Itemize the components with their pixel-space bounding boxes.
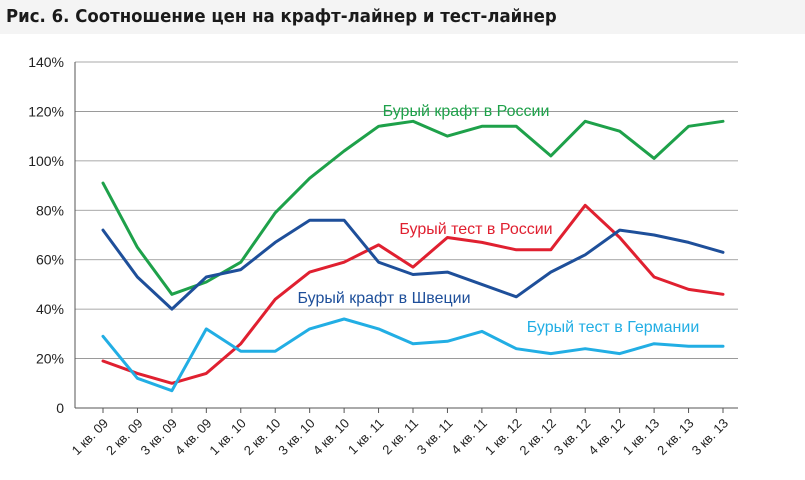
series-label: Бурый тест в России bbox=[399, 221, 552, 238]
y-tick-label: 40% bbox=[36, 301, 64, 317]
x-tick-label: 3 кв. 09 bbox=[137, 416, 180, 459]
x-tick-label: 3 кв. 10 bbox=[275, 416, 318, 459]
series-line bbox=[101, 203, 725, 385]
x-tick-label: 4 кв. 11 bbox=[448, 416, 490, 458]
y-tick-label: 20% bbox=[36, 351, 64, 367]
line-chart: 0 20% 40% 60% 80% 100% 120% 140% 1 кв. 092 кв. 0… bbox=[28, 54, 738, 459]
x-tick-label: 2 кв. 10 bbox=[241, 416, 284, 459]
y-tick-label: 60% bbox=[36, 252, 64, 268]
x-tick-label: 2 кв. 12 bbox=[516, 416, 559, 459]
x-tick-label: 2 кв. 09 bbox=[103, 416, 146, 459]
series-label: Бурый тест в Германии bbox=[527, 319, 700, 336]
x-tick-label: 1 кв. 10 bbox=[206, 416, 249, 459]
x-tick-label: 1 кв. 11 bbox=[345, 416, 387, 458]
y-tick-label: 120% bbox=[28, 103, 64, 119]
x-tick-label: 4 кв. 09 bbox=[172, 416, 215, 459]
y-tick-label: 80% bbox=[36, 202, 64, 218]
series-line bbox=[101, 218, 725, 311]
x-tick-label: 3 кв. 12 bbox=[551, 416, 594, 459]
chart-panel: 0 20% 40% 60% 80% 100% 120% 140% 1 кв. 09 2 кв. 0… bbox=[0, 34, 805, 480]
x-tick-label: 1 кв. 12 bbox=[482, 416, 525, 459]
chart-title: Рис. 6. Соотношение цен на крафт-лайнер … bbox=[6, 6, 557, 27]
x-tick-label: 3 кв. 11 bbox=[414, 416, 456, 458]
y-tick-label: 100% bbox=[28, 153, 64, 169]
y-tick-label: 140% bbox=[28, 54, 64, 70]
x-tick-label: 1 кв. 13 bbox=[620, 416, 663, 459]
series-label: Бурый крафт в Швеции bbox=[298, 290, 471, 307]
y-tick-label: 0 bbox=[56, 400, 64, 416]
series-line bbox=[101, 119, 725, 296]
x-tick-label: 2 кв. 13 bbox=[654, 416, 697, 459]
x-tick-label: 2 кв. 11 bbox=[379, 416, 421, 458]
x-tick-label: 1 кв. 09 bbox=[69, 416, 112, 459]
series-label: Бурый крафт в России bbox=[383, 103, 550, 120]
series-line bbox=[101, 317, 725, 393]
x-tick-label: 4 кв. 10 bbox=[310, 416, 353, 459]
x-tick-label: 3 кв. 13 bbox=[689, 416, 732, 459]
x-tick-label: 4 кв. 12 bbox=[585, 416, 628, 459]
